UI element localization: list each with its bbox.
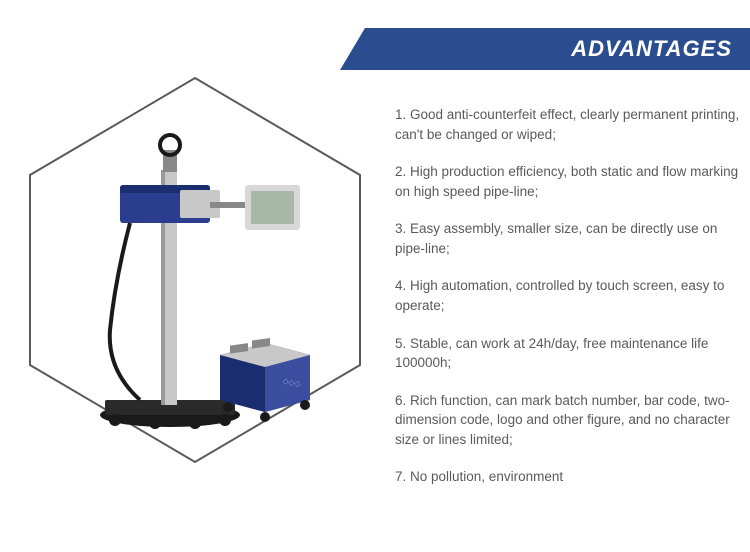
advantages-list: 1. Good anti-counterfeit effect, clearly… xyxy=(395,105,740,505)
advantage-item: 2. High production efficiency, both stat… xyxy=(395,162,740,201)
header-title: ADVANTAGES xyxy=(571,36,732,62)
header-banner: ADVANTAGES xyxy=(365,28,750,70)
advantage-item: 4. High automation, controlled by touch … xyxy=(395,276,740,315)
advantage-item: 6. Rich function, can mark batch number,… xyxy=(395,391,740,450)
hexagon-frame: ◇◇◇ xyxy=(20,70,370,470)
advantage-item: 3. Easy assembly, smaller size, can be d… xyxy=(395,219,740,258)
product-illustration: ◇◇◇ xyxy=(85,130,320,430)
advantage-item: 5. Stable, can work at 24h/day, free mai… xyxy=(395,334,740,373)
advantage-item: 7. No pollution, environment xyxy=(395,467,740,487)
advantage-item: 1. Good anti-counterfeit effect, clearly… xyxy=(395,105,740,144)
